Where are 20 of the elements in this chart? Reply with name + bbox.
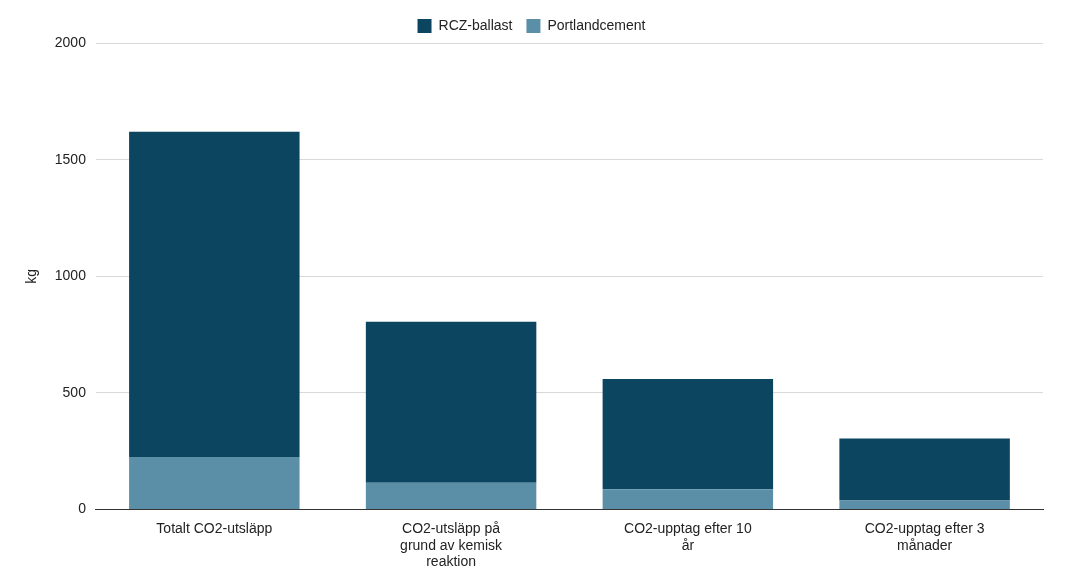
bar bbox=[839, 500, 1010, 510]
x-tick-label: Totalt CO2-utsläpp bbox=[156, 519, 273, 536]
y-tick-label: 500 bbox=[62, 383, 87, 400]
y-tick-label: 1500 bbox=[54, 150, 87, 167]
x-tick-label: CO2-upptag efter 3 månader bbox=[864, 519, 985, 553]
legend-label: RCZ-ballast bbox=[438, 16, 513, 33]
x-tick-label: CO2-utsläpp på grund av kemisk reaktion bbox=[400, 519, 504, 570]
y-tick-label: 1000 bbox=[54, 267, 87, 284]
bar bbox=[839, 438, 1010, 501]
bar bbox=[602, 489, 774, 510]
bar bbox=[602, 378, 774, 490]
y-tick-label: 0 bbox=[78, 500, 87, 517]
y-tick-label: 2000 bbox=[54, 33, 87, 50]
legend-label: Portlandcement bbox=[547, 16, 646, 33]
y-axis-title: kg bbox=[23, 268, 40, 284]
bar bbox=[129, 131, 300, 458]
x-tick-label: CO2-upptag efter 10 år bbox=[624, 519, 752, 553]
bar bbox=[365, 482, 537, 510]
bar bbox=[365, 321, 537, 483]
bar bbox=[129, 457, 300, 510]
